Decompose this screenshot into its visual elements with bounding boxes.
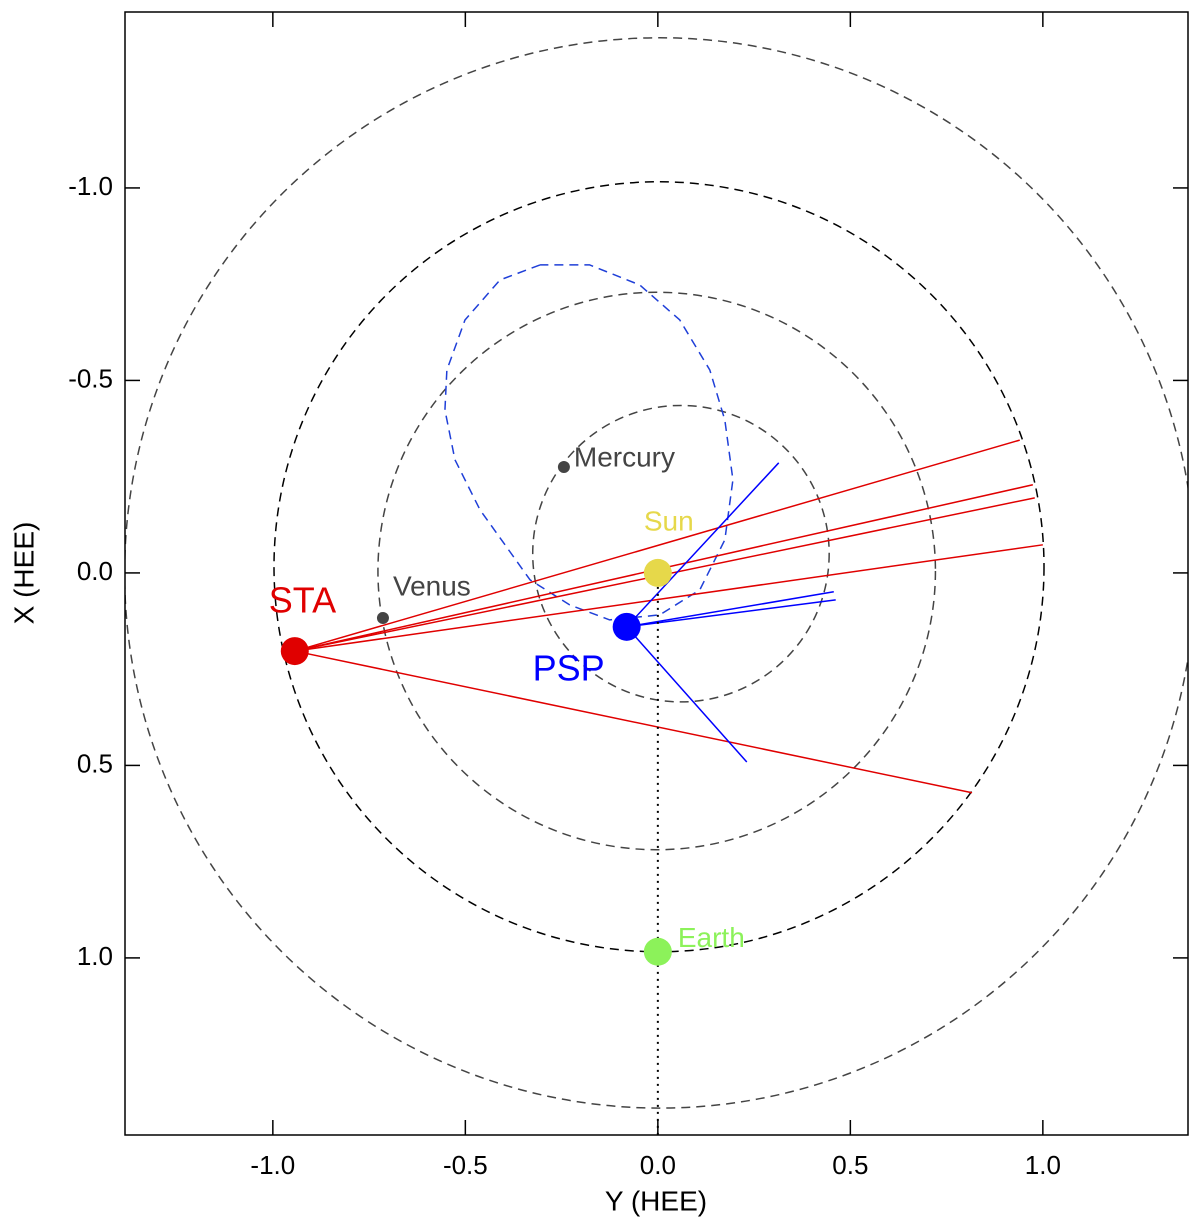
body-label: STA xyxy=(269,580,336,621)
body-label: Sun xyxy=(644,505,694,536)
x-tick-label: 0.0 xyxy=(640,1150,676,1180)
y-tick-label: 1.0 xyxy=(77,941,113,971)
orbit xyxy=(377,291,937,851)
body-label: Mercury xyxy=(574,441,675,472)
x-tick-label: 0.5 xyxy=(832,1150,868,1180)
line-of-sight xyxy=(294,544,1043,652)
line-of-sight xyxy=(294,650,973,794)
line-of-sight xyxy=(626,626,748,763)
y-tick-label: 0.5 xyxy=(77,748,113,778)
body-marker xyxy=(643,558,672,587)
y-tick-label: -1.0 xyxy=(68,171,113,201)
x-tick-label: -0.5 xyxy=(443,1150,488,1180)
body-label: Earth xyxy=(678,922,745,953)
line-of-sight xyxy=(626,599,836,628)
line-of-sight xyxy=(626,462,780,628)
y-tick-label: 0.0 xyxy=(77,556,113,586)
body-marker xyxy=(376,611,389,624)
line-of-sight xyxy=(294,439,1020,652)
y-axis-label: X (HEE) xyxy=(8,522,39,625)
body-marker xyxy=(557,461,570,474)
orbit xyxy=(125,37,1188,1109)
body-label: Venus xyxy=(393,570,471,601)
x-tick-label: 1.0 xyxy=(1025,1150,1061,1180)
body-marker xyxy=(643,937,672,966)
orbit xyxy=(531,404,830,703)
line-of-sight xyxy=(626,591,834,628)
body-label: PSP xyxy=(533,647,605,688)
x-axis-label: Y (HEE) xyxy=(605,1185,707,1216)
y-tick-label: -0.5 xyxy=(68,363,113,393)
body-marker xyxy=(612,612,641,641)
x-tick-label: -1.0 xyxy=(250,1150,295,1180)
plot-area xyxy=(125,37,1188,1135)
body-marker xyxy=(280,637,309,666)
